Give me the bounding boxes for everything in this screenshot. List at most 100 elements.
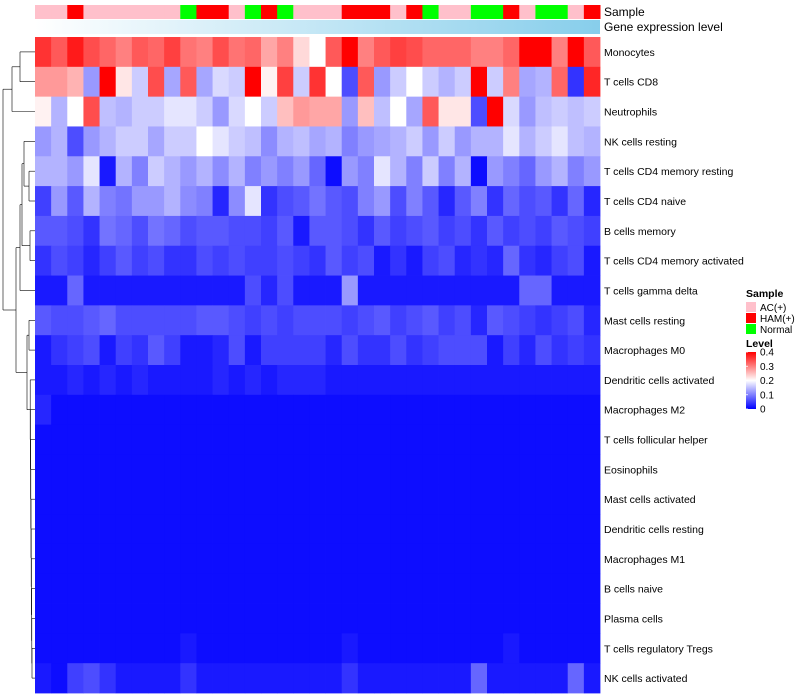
heatmap-cell: [357, 37, 375, 68]
heatmap-cell: [438, 335, 456, 366]
heatmap-cell: [390, 96, 407, 127]
heatmap-cell: [293, 275, 310, 306]
heatmap-cell: [67, 663, 84, 694]
heatmap-cell: [293, 156, 310, 187]
heatmap-cell: [277, 365, 294, 396]
heatmap-cell: [51, 96, 68, 127]
heatmap-cell: [535, 514, 552, 545]
heatmap-cell: [180, 454, 197, 485]
heatmap-cell: [519, 543, 536, 575]
heatmap-cell: [35, 543, 52, 575]
heatmap-cell: [148, 603, 165, 634]
heatmap-cell: [35, 335, 52, 366]
heatmap-cell: [503, 126, 520, 157]
gene-expression-track-label: Gene expression level: [604, 20, 723, 34]
heatmap-cell: [51, 126, 68, 157]
heatmap-cell: [551, 424, 569, 455]
heatmap-cell: [196, 215, 213, 247]
row-label: Neutrophils: [604, 107, 657, 119]
heatmap-cell: [51, 543, 68, 575]
heatmap-cell: [277, 245, 294, 276]
heatmap-cell: [470, 335, 488, 366]
legend-level-title: Level: [746, 338, 773, 350]
heatmap-cell: [164, 126, 181, 157]
heatmap-cell: [51, 37, 68, 68]
heatmap-cell: [261, 275, 278, 306]
heatmap-cell: [67, 305, 84, 336]
heatmap-cell: [228, 335, 246, 366]
sample-annotation-cell: [438, 5, 456, 19]
heatmap-cell: [51, 156, 68, 187]
heatmap-cell: [519, 305, 536, 336]
heatmap-cell: [470, 603, 488, 634]
heatmap-cell: [244, 186, 262, 217]
heatmap-cell: [83, 96, 100, 127]
heatmap-cell: [583, 126, 601, 157]
heatmap-cell: [51, 454, 68, 485]
heatmap-cell: [583, 66, 601, 98]
heatmap-cell: [567, 573, 585, 604]
heatmap-cell: [341, 454, 359, 485]
heatmap-cell: [83, 335, 100, 366]
heatmap-cell: [293, 543, 310, 575]
heatmap-cell: [196, 156, 213, 187]
heatmap-cell: [438, 66, 456, 98]
heatmap-cell: [374, 663, 391, 694]
heatmap-cell: [212, 365, 230, 396]
heatmap-cell: [309, 186, 326, 217]
heatmap-cell: [261, 37, 278, 68]
heatmap-cell: [487, 186, 504, 217]
heatmap-cell: [583, 156, 601, 187]
heatmap-cell: [277, 603, 294, 634]
heatmap-cell: [341, 514, 359, 545]
heatmap-cell: [454, 215, 472, 247]
heatmap-cell: [67, 156, 84, 187]
heatmap-cell: [325, 543, 343, 575]
heatmap-cell: [535, 126, 552, 157]
heatmap-cell: [293, 394, 310, 426]
heatmap-cell: [277, 663, 294, 694]
heatmap-cell: [244, 305, 262, 336]
heatmap-cell: [406, 514, 423, 545]
heatmap-cell: [99, 454, 117, 485]
heatmap-cell: [196, 66, 213, 98]
heatmap-cell: [341, 156, 359, 187]
heatmap-cell: [115, 66, 133, 98]
heatmap-cell: [551, 215, 569, 247]
heatmap-cell: [567, 633, 585, 664]
heatmap-cell: [487, 156, 504, 187]
heatmap-cell: [309, 335, 326, 366]
heatmap-cell: [583, 454, 601, 485]
heatmap-cell: [212, 96, 230, 127]
sample-annotation-cell: [180, 5, 197, 19]
heatmap-cell: [535, 275, 552, 306]
heatmap-cell: [148, 215, 165, 247]
heatmap-cell: [567, 663, 585, 694]
heatmap-cell: [374, 156, 391, 187]
heatmap-cell: [196, 633, 213, 664]
heatmap-cell: [148, 186, 165, 217]
heatmap-cell: [583, 424, 601, 455]
heatmap-cell: [503, 454, 520, 485]
heatmap-cell: [212, 275, 230, 306]
heatmap-cell: [357, 215, 375, 247]
heatmap-cell: [180, 275, 197, 306]
heatmap-cell: [244, 275, 262, 306]
heatmap-cell: [583, 215, 601, 247]
heatmap-cell: [422, 424, 439, 455]
heatmap-cell: [503, 245, 520, 276]
heatmap-cell: [535, 394, 552, 426]
heatmap-cell: [115, 37, 133, 68]
heatmap-cell: [131, 424, 149, 455]
heatmap-cell: [567, 514, 585, 545]
heatmap-cell: [83, 633, 100, 664]
heatmap-cell: [51, 603, 68, 634]
heatmap-cell: [244, 126, 262, 157]
heatmap-cell: [357, 275, 375, 306]
heatmap-cell: [293, 335, 310, 366]
sample-annotation-cell: [454, 5, 472, 19]
heatmap-cell: [487, 633, 504, 664]
heatmap-cell: [277, 573, 294, 604]
heatmap-cell: [567, 543, 585, 575]
